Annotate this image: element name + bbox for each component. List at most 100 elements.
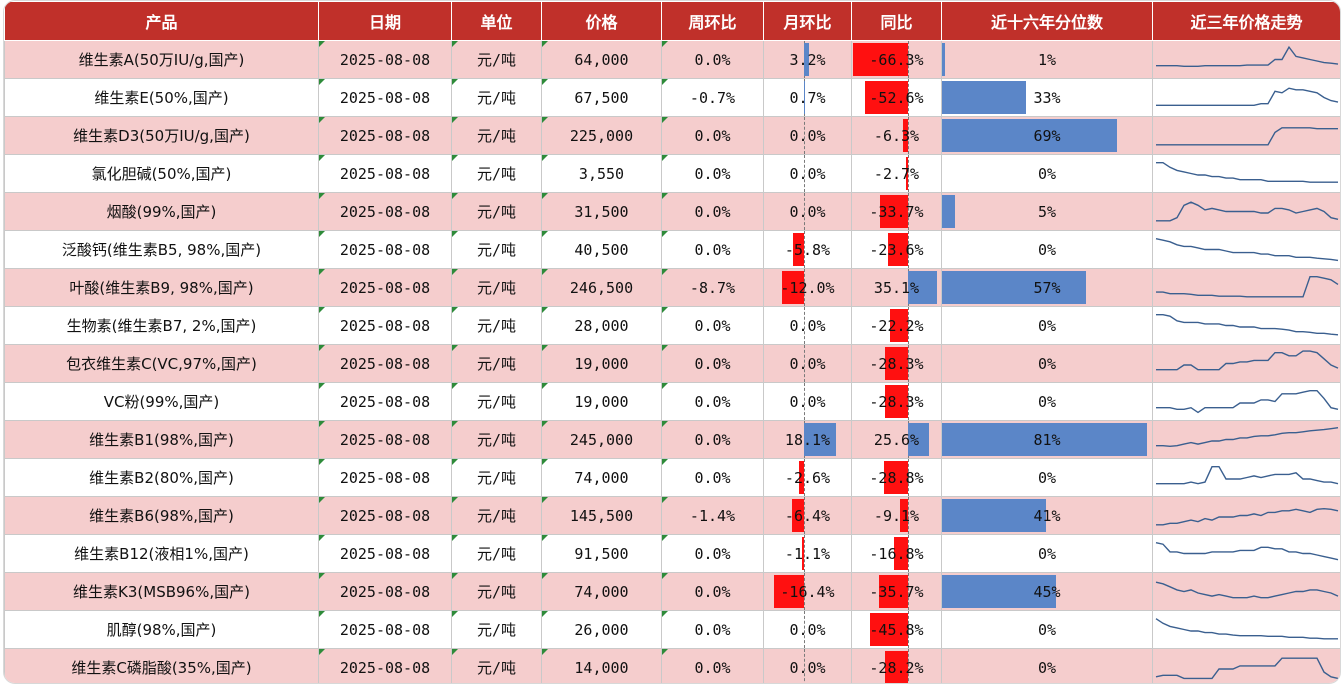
cell-mom: 0.0%	[763, 154, 852, 193]
cell-unit-text: 元/吨	[476, 203, 517, 221]
cell-marker	[452, 649, 458, 655]
table-row: 氯化胆碱(50%,国产) 2025-08-08 元/吨 3,550 0.0% 0.0% -2…	[4, 154, 1340, 193]
table-row: 叶酸(维生素B9, 98%,国产) 2025-08-08 元/吨 246,500 -8.…	[4, 268, 1340, 307]
zero-axis	[803, 193, 805, 230]
cell-yoy-text: -33.7%	[869, 202, 924, 221]
cell-mom-text: -16.4%	[780, 582, 835, 601]
price-trend-sparkline	[1155, 542, 1339, 561]
price-trend-sparkline	[1156, 389, 1339, 414]
cell-unit: 元/吨	[451, 268, 542, 307]
cell-trend	[1152, 534, 1340, 573]
cell-marker	[452, 573, 458, 579]
cell-trend	[1152, 154, 1340, 193]
sparkline-path	[1156, 465, 1339, 485]
zero-axis	[803, 383, 805, 420]
percentile-bar	[942, 119, 1117, 152]
cell-marker	[452, 421, 458, 427]
cell-percentile-text: 0%	[1037, 354, 1057, 373]
cell-marker	[452, 459, 458, 465]
cell-yoy: -28.3%	[851, 382, 942, 421]
cell-price-text: 67,500	[574, 88, 629, 107]
cell-product-text: 维生素B2(80%,国产)	[89, 469, 234, 487]
cell-date: 2025-08-08	[318, 230, 452, 269]
cell-product: 叶酸(维生素B9, 98%,国产)	[4, 268, 319, 307]
cell-mom-text: 3.2%	[789, 50, 826, 69]
cell-yoy: -45.8%	[851, 610, 942, 649]
zero-axis	[907, 117, 909, 154]
cell-mom-text: 0.0%	[789, 620, 826, 639]
cell-mom-text: 0.7%	[789, 88, 826, 107]
cell-price: 19,000	[541, 344, 662, 383]
cell-product: 维生素B6(98%,国产)	[4, 496, 319, 535]
cell-percentile: 41%	[941, 496, 1153, 535]
cell-trend	[1152, 648, 1340, 683]
cell-date-text: 2025-08-08	[339, 582, 431, 601]
header-wow: 周环比	[661, 1, 764, 41]
cell-marker	[662, 117, 668, 123]
cell-marker	[542, 155, 548, 161]
cell-price: 40,500	[541, 230, 662, 269]
cell-marker	[542, 535, 548, 541]
cell-price-text: 19,000	[574, 392, 629, 411]
cell-date: 2025-08-08	[318, 192, 452, 231]
cell-price: 67,500	[541, 78, 662, 117]
cell-unit-text: 元/吨	[476, 507, 517, 525]
cell-date-text: 2025-08-08	[339, 316, 431, 335]
cell-trend	[1152, 306, 1340, 345]
cell-marker	[452, 345, 458, 351]
cell-product: 维生素A(50万IU/g,国产)	[4, 40, 319, 79]
cell-mom: 0.7%	[763, 78, 852, 117]
cell-unit: 元/吨	[451, 534, 542, 573]
cell-percentile-text: 0%	[1037, 240, 1057, 259]
zero-axis	[907, 611, 909, 648]
cell-yoy: -6.3%	[851, 116, 942, 155]
cell-mom: 3.2%	[763, 40, 852, 79]
cell-percentile: 5%	[941, 192, 1153, 231]
percentile-bar	[942, 271, 1087, 304]
cell-product-text: 烟酸(99%,国产)	[106, 203, 217, 221]
yoy-bar	[884, 347, 908, 380]
cell-marker	[319, 649, 325, 655]
cell-marker	[319, 269, 325, 275]
header-date: 日期	[318, 1, 452, 41]
cell-unit-text: 元/吨	[476, 317, 517, 335]
cell-marker	[662, 345, 668, 351]
cell-yoy: -28.2%	[851, 648, 942, 683]
cell-product: 泛酸钙(维生素B5, 98%,国产)	[4, 230, 319, 269]
cell-price: 225,000	[541, 116, 662, 155]
cell-wow: 0.0%	[661, 534, 764, 573]
cell-unit: 元/吨	[451, 648, 542, 683]
yoy-bar	[894, 537, 908, 570]
mom-bar	[782, 271, 804, 304]
cell-trend	[1152, 458, 1340, 497]
cell-mom-text: 0.0%	[789, 126, 826, 145]
cell-wow: 0.0%	[661, 40, 764, 79]
cell-percentile-text: 0%	[1037, 544, 1057, 563]
table-row: 包衣维生素C(VC,97%,国产) 2025-08-08 元/吨 19,000 0.0%…	[4, 344, 1340, 383]
price-trend-sparkline	[1155, 238, 1339, 262]
table-row: 维生素A(50万IU/g,国产) 2025-08-08 元/吨 64,000 0.0% 3…	[4, 40, 1340, 79]
cell-product: 氯化胆碱(50%,国产)	[4, 154, 319, 193]
cell-product-text: 泛酸钙(维生素B5, 98%,国产)	[61, 241, 262, 259]
table-row: 维生素B6(98%,国产) 2025-08-08 元/吨 145,500 -1.4% -6…	[4, 496, 1340, 535]
cell-price-text: 3,550	[578, 164, 625, 183]
cell-yoy-text: -22.2%	[869, 316, 924, 335]
cell-yoy: -66.3%	[851, 40, 942, 79]
cell-percentile-text: 1%	[1037, 50, 1057, 69]
cell-product: 维生素B1(98%,国产)	[4, 420, 319, 459]
cell-date-text: 2025-08-08	[339, 88, 431, 107]
cell-percentile-text: 0%	[1037, 620, 1057, 639]
header-mom: 月环比	[763, 1, 852, 41]
cell-wow: 0.0%	[661, 344, 764, 383]
price-trend-sparkline	[1156, 313, 1339, 336]
cell-yoy-text: -2.7%	[873, 164, 920, 183]
cell-product-text: 维生素K3(MSB96%,国产)	[73, 583, 250, 601]
cell-percentile: 0%	[941, 458, 1153, 497]
cell-percentile-text: 5%	[1037, 202, 1057, 221]
cell-price: 145,500	[541, 496, 662, 535]
cell-yoy-text: 25.6%	[873, 430, 920, 449]
cell-price-text: 14,000	[574, 658, 629, 677]
table-row: 维生素C磷脂酸(35%,国产) 2025-08-08 元/吨 14,000 0.0% 0.…	[4, 648, 1340, 683]
cell-price-text: 64,000	[574, 50, 629, 69]
cell-percentile-text: 0%	[1037, 164, 1057, 183]
